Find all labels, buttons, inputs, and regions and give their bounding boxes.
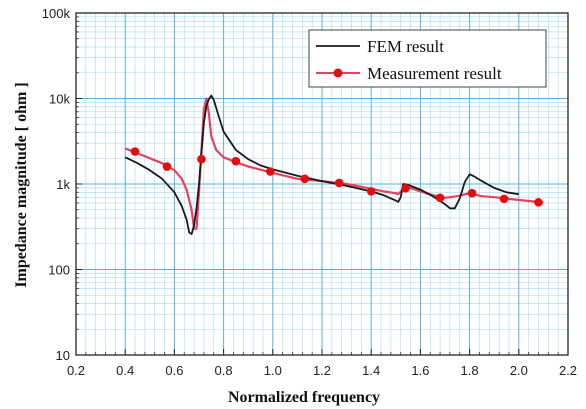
legend-label-fem: FEM result bbox=[367, 37, 444, 56]
x-tick-label: 1.2 bbox=[313, 363, 331, 378]
measurement-point bbox=[162, 162, 172, 171]
measurement-point bbox=[300, 174, 310, 184]
legend: FEM result Measurement result bbox=[308, 29, 547, 88]
measurement-point bbox=[435, 193, 445, 203]
x-axis-title: Normalized frequency bbox=[228, 389, 380, 406]
measurement-point bbox=[366, 187, 376, 196]
x-tick-labels: 0.2 0.4 0.6 0.8 1.0 1.2 1.4 1.6 1.8 2.0 2.2 bbox=[67, 363, 577, 378]
x-tick-label: 2.2 bbox=[559, 363, 577, 378]
measurement-point bbox=[231, 156, 241, 166]
measurement-point bbox=[534, 198, 543, 207]
x-tick-label: 0.6 bbox=[165, 363, 183, 378]
y-tick-label: 100 bbox=[48, 263, 70, 278]
x-tick-label: 1.4 bbox=[362, 363, 380, 378]
x-tick-label: 1.0 bbox=[264, 363, 282, 378]
measurement-point bbox=[467, 188, 477, 198]
y-axis-title: Impedance magnitude [ ohm ] bbox=[13, 82, 30, 287]
legend-label-measurement: Measurement result bbox=[367, 64, 502, 83]
x-tick-label: 1.6 bbox=[411, 363, 429, 378]
legend-marker-measurement bbox=[333, 68, 343, 78]
x-tick-label: 2.0 bbox=[510, 363, 528, 378]
measurement-point bbox=[334, 178, 344, 188]
x-tick-label: 0.2 bbox=[67, 363, 85, 378]
plot-frame bbox=[75, 12, 569, 356]
measurement-point bbox=[130, 147, 140, 156]
legend-box bbox=[308, 29, 547, 88]
measurement-result-line bbox=[124, 97, 544, 230]
measurement-point bbox=[197, 154, 206, 164]
y-tick-labels: 10 100 1k 10k 100k bbox=[42, 6, 71, 363]
y-tick-label: 100k bbox=[42, 6, 71, 21]
x-tick-label: 1.8 bbox=[461, 363, 479, 378]
measurement-point bbox=[401, 184, 410, 193]
series-layer bbox=[124, 94, 544, 235]
measurement-point bbox=[266, 167, 275, 176]
y-tick-label: 10k bbox=[49, 92, 70, 107]
y-tick-label: 1k bbox=[56, 177, 70, 192]
measurement-point bbox=[499, 194, 509, 204]
x-tick-label: 0.4 bbox=[116, 363, 134, 378]
y-tick-label: 10 bbox=[56, 348, 70, 363]
x-tick-label: 0.8 bbox=[215, 363, 233, 378]
